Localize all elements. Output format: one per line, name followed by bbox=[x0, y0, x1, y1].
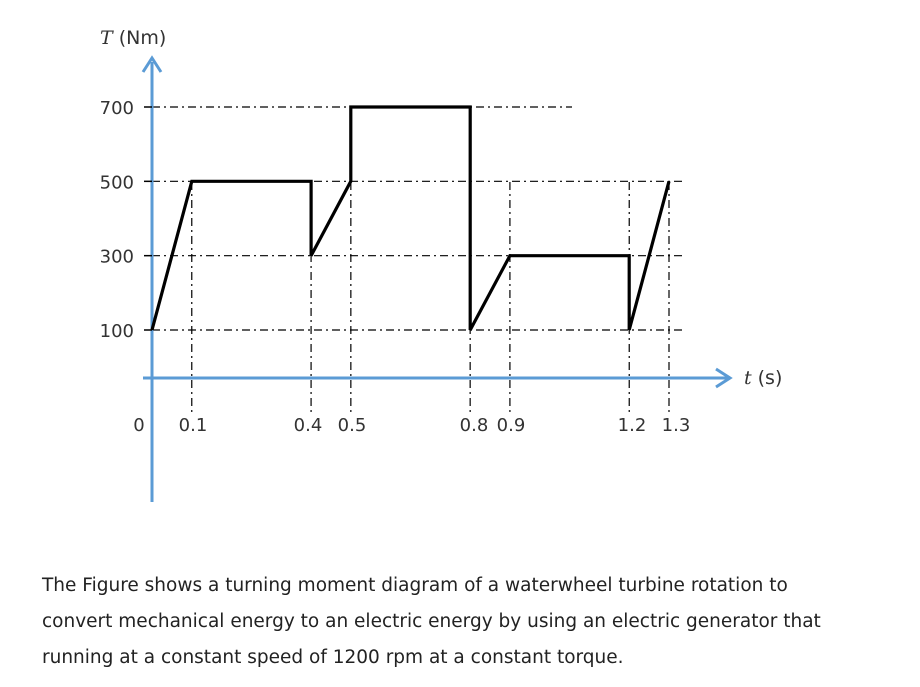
series bbox=[150, 105, 671, 331]
x-tick-label-0: 0 bbox=[133, 415, 144, 436]
x-tick-label-0.9: 0.9 bbox=[497, 415, 526, 436]
axes bbox=[141, 55, 733, 502]
x-tick-label-1.2: 1.2 bbox=[618, 415, 647, 436]
y-tick-label-100: 100 bbox=[100, 321, 134, 342]
y-axis-unit: (Nm) bbox=[119, 27, 167, 49]
y-axis-arrowhead bbox=[141, 55, 163, 73]
y-axis-variable: T bbox=[100, 27, 114, 49]
y-tick-label-500: 500 bbox=[100, 172, 134, 193]
x-tick-label-0.8: 0.8 bbox=[460, 415, 489, 436]
x-tick-label-0.4: 0.4 bbox=[294, 415, 323, 436]
figure-caption: The Figure shows a turning moment diagra… bbox=[42, 575, 821, 668]
turning-moment-chart: 700 500 300 100 0 0.1 0.4 0.5 0.8 0.9 1.2 1.3 T (Nm)… bbox=[100, 27, 782, 502]
x-axis-arrowhead bbox=[715, 367, 733, 389]
x-tick-label-0.5: 0.5 bbox=[338, 415, 367, 436]
ticks: 700 500 300 100 0 0.1 0.4 0.5 0.8 0.9 1.2 1.3 bbox=[100, 98, 691, 436]
x-tick-label-0.1: 0.1 bbox=[179, 415, 208, 436]
x-axis-variable: t bbox=[744, 367, 752, 389]
torque-curve bbox=[150, 105, 671, 331]
y-axis-title: T (Nm) bbox=[100, 27, 166, 49]
reference-lines bbox=[152, 106, 686, 412]
y-tick-label-700: 700 bbox=[100, 98, 134, 119]
x-axis-title: t (s) bbox=[744, 367, 782, 389]
x-tick-label-1.3: 1.3 bbox=[662, 415, 691, 436]
x-axis-unit: (s) bbox=[758, 367, 783, 389]
y-tick-label-300: 300 bbox=[100, 247, 134, 268]
